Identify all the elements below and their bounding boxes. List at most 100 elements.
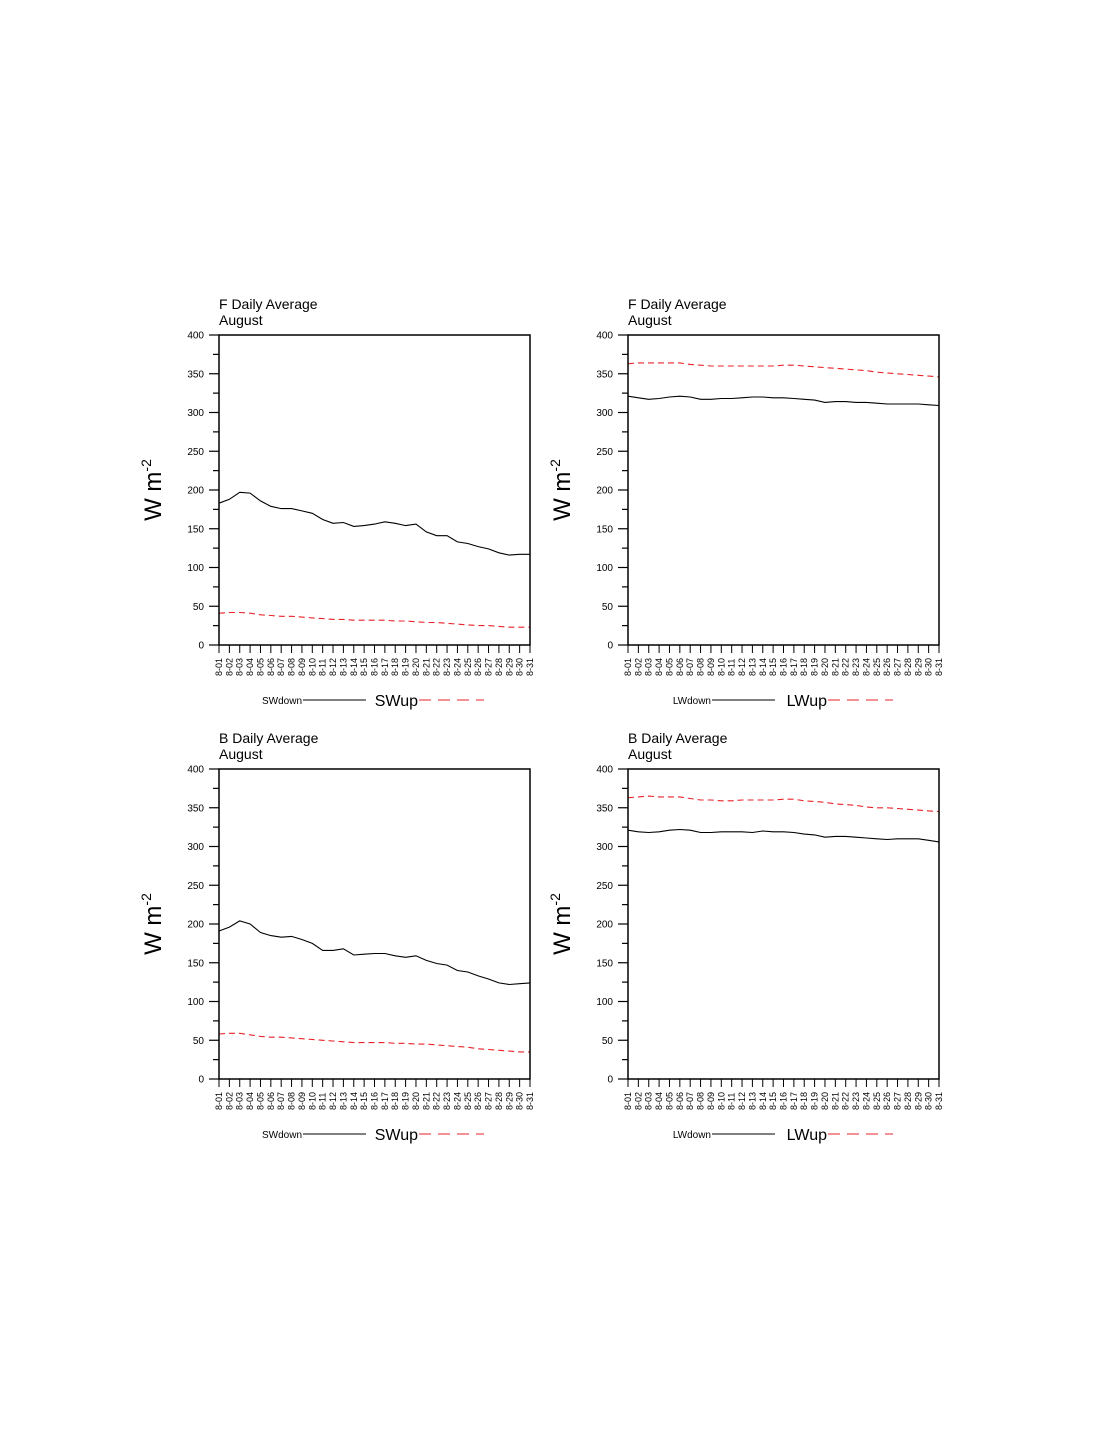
x-tick-label: 8-25: [872, 1092, 882, 1110]
x-tick-label: 8-08: [696, 658, 706, 676]
x-tick-label: 8-24: [861, 658, 871, 676]
chart-title: F Daily Average: [219, 296, 318, 312]
x-tick-label: 8-15: [768, 1092, 778, 1110]
y-axis-label-superscript: -2: [547, 459, 563, 472]
x-tick-label: 8-22: [841, 658, 851, 676]
x-tick-label: 8-29: [913, 658, 923, 676]
x-tick-label: 8-03: [644, 1092, 654, 1110]
x-tick-label: 8-08: [287, 1092, 297, 1110]
y-axis-label-superscript: -2: [138, 893, 154, 906]
y-tick-label: 350: [187, 369, 204, 380]
x-tick-label: 8-06: [675, 658, 685, 676]
x-tick-label: 8-23: [442, 658, 452, 676]
x-tick-label: 8-19: [401, 1092, 411, 1110]
plot-frame: [627, 334, 940, 646]
x-tick-label: 8-27: [484, 658, 494, 676]
y-axis-label-text: W m: [549, 472, 576, 521]
x-tick-label: 8-19: [810, 658, 820, 676]
y-tick-label: 300: [187, 842, 204, 853]
x-tick-label: 8-26: [473, 1092, 483, 1110]
legend-label-SWup: SWup: [375, 1127, 418, 1144]
chart-subtitle: August: [219, 312, 263, 328]
x-tick-label: 8-24: [452, 658, 462, 676]
x-tick-label: 8-28: [903, 658, 913, 676]
x-tick-label: 8-17: [380, 658, 390, 676]
series-line-SWdown: [218, 491, 530, 556]
x-tick-label: 8-17: [789, 1092, 799, 1110]
x-tick-label: 8-07: [276, 658, 286, 676]
x-tick-label: 8-22: [432, 1092, 442, 1110]
x-tick-label: 8-25: [463, 1092, 473, 1110]
x-tick-label: 8-23: [442, 1092, 452, 1110]
plot-frame: [627, 768, 940, 1080]
legend: SWdown SWup: [262, 693, 484, 710]
series-line-LWdown: [627, 828, 940, 843]
x-tick-label: 8-06: [266, 1092, 276, 1110]
y-tick-label: 250: [596, 447, 613, 458]
x-tick-label: 8-20: [820, 1092, 830, 1110]
x-tick-label: 8-13: [747, 1092, 757, 1110]
x-tick-label: 8-05: [255, 1092, 265, 1110]
x-tick-label: 8-02: [224, 1092, 234, 1110]
x-tick-label: 8-10: [307, 658, 317, 676]
y-axis-label-text: W m: [549, 906, 576, 955]
x-tick-label: 8-10: [716, 658, 726, 676]
x-tick-label: 8-05: [664, 658, 674, 676]
y-tick-label: 100: [187, 563, 204, 574]
y-tick-label: 100: [596, 563, 613, 574]
x-tick-label: 8-13: [338, 1092, 348, 1110]
x-tick-label: 8-30: [924, 1092, 934, 1110]
x-tick-label: 8-21: [830, 1092, 840, 1110]
x-tick-label: 8-20: [411, 1092, 421, 1110]
y-axis-label: W m-2: [547, 893, 576, 955]
legend-label-SWdown: SWdown: [262, 696, 302, 707]
x-tick-label: 8-30: [924, 658, 934, 676]
x-tick-label: 8-24: [861, 1092, 871, 1110]
x-tick-label: 8-14: [758, 1092, 768, 1110]
x-tick-label: 8-11: [727, 1093, 737, 1110]
x-tick-label: 8-27: [893, 658, 903, 676]
y-axis-label: W m-2: [138, 459, 167, 521]
series-line-LWup: [627, 795, 940, 813]
chart-title: F Daily Average: [628, 296, 727, 312]
legend-label-LWdown: LWdown: [673, 696, 711, 707]
x-tick-label: 8-01: [623, 658, 633, 676]
y-tick-label: 50: [193, 1036, 205, 1047]
x-tick-label: 8-19: [810, 1092, 820, 1110]
x-tick-label: 8-16: [370, 1092, 380, 1110]
x-tick-label: 8-08: [696, 1092, 706, 1110]
legend-label-LWup: LWup: [787, 693, 827, 710]
y-tick-label: 0: [198, 1075, 204, 1086]
x-tick-label: 8-20: [820, 658, 830, 676]
x-tick-label: 8-04: [245, 1092, 255, 1110]
x-tick-label: 8-26: [882, 1092, 892, 1110]
x-tick-label: 8-03: [644, 658, 654, 676]
x-tick-label: 8-26: [882, 658, 892, 676]
x-tick-label: 8-18: [390, 658, 400, 676]
x-tick-label: 8-31: [525, 658, 535, 676]
x-tick-label: 8-12: [737, 658, 747, 676]
x-tick-label: 8-17: [380, 1092, 390, 1110]
x-tick-label: 8-15: [359, 658, 369, 676]
x-tick-label: 8-16: [779, 1092, 789, 1110]
x-tick-label: 8-12: [328, 658, 338, 676]
series-line-SWup: [218, 1032, 530, 1053]
x-tick-label: 8-12: [737, 1092, 747, 1110]
x-tick-label: 8-09: [706, 658, 716, 676]
x-tick-label: 8-23: [851, 658, 861, 676]
x-tick-label: 8-15: [768, 658, 778, 676]
x-tick-label: 8-21: [421, 658, 431, 676]
x-tick-label: 8-02: [633, 1092, 643, 1110]
x-tick-label: 8-29: [504, 1092, 514, 1110]
y-tick-label: 350: [596, 803, 613, 814]
x-tick-label: 8-21: [421, 1092, 431, 1110]
legend: LWdown LWup: [673, 693, 893, 710]
y-tick-label: 0: [198, 641, 204, 652]
chart-subtitle: August: [628, 746, 672, 762]
legend-label-SWup: SWup: [375, 693, 418, 710]
x-tick-label: 8-24: [452, 1092, 462, 1110]
y-tick-label: 150: [596, 524, 613, 535]
